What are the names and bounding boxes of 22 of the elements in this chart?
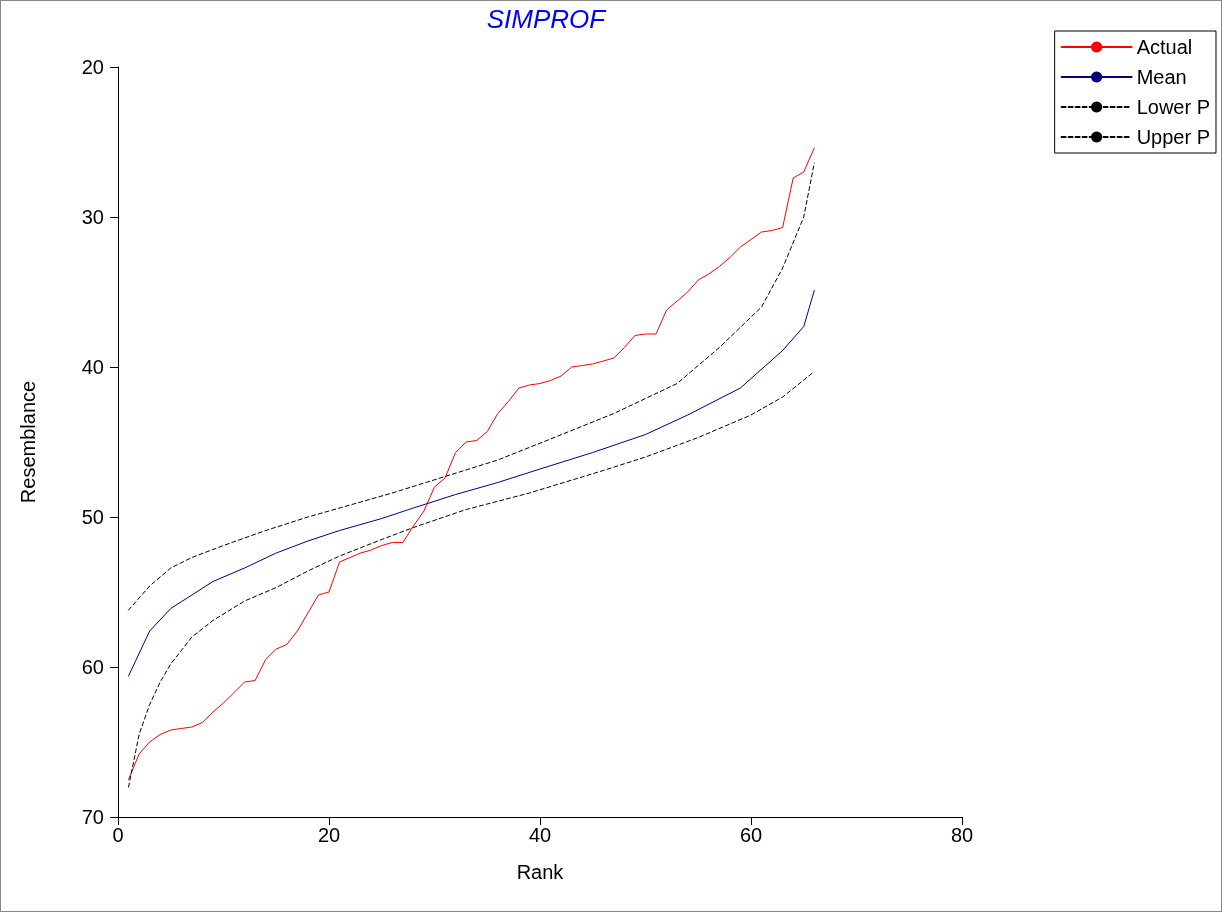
x-tick-label: 40 — [528, 824, 552, 846]
y-axis-title: Resemblance — [17, 380, 39, 504]
line-series — [128, 290, 815, 677]
x-tick-label: 80 — [950, 824, 974, 846]
legend-label: Lower P — [1136, 96, 1211, 118]
x-tick-label: 60 — [739, 824, 763, 846]
legend-label: Mean — [1136, 66, 1187, 88]
legend-label: Upper P — [1136, 126, 1211, 148]
y-tick-label: 30 — [81, 206, 104, 228]
x-tick-label: 20 — [317, 824, 341, 846]
y-tick-label: 50 — [81, 506, 104, 528]
y-tick-label: 40 — [81, 356, 104, 378]
line-series — [128, 162, 815, 611]
legend-label: Actual — [1136, 36, 1193, 58]
y-tick-label: 70 — [81, 806, 104, 828]
line-series — [128, 371, 815, 788]
y-tick-label: 60 — [81, 656, 104, 678]
line-series — [128, 147, 815, 780]
chart-title: SIMPROF — [486, 4, 608, 34]
y-tick-label: 20 — [81, 56, 104, 78]
x-tick-label: 0 — [112, 824, 124, 846]
x-axis-title: Rank — [516, 861, 565, 883]
